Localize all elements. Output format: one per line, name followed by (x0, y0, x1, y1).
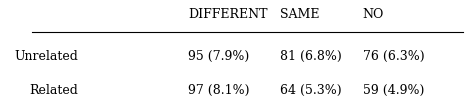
Text: Unrelated: Unrelated (14, 50, 78, 62)
Text: 59 (4.9%): 59 (4.9%) (363, 84, 424, 97)
Text: 64 (5.3%): 64 (5.3%) (280, 84, 342, 97)
Text: 97 (8.1%): 97 (8.1%) (188, 84, 250, 97)
Text: 81 (6.8%): 81 (6.8%) (280, 50, 342, 62)
Text: 76 (6.3%): 76 (6.3%) (363, 50, 424, 62)
Text: DIFFERENT: DIFFERENT (188, 8, 268, 21)
Text: Related: Related (29, 84, 78, 97)
Text: SAME: SAME (280, 8, 319, 21)
Text: NO: NO (363, 8, 384, 21)
Text: 95 (7.9%): 95 (7.9%) (188, 50, 249, 62)
